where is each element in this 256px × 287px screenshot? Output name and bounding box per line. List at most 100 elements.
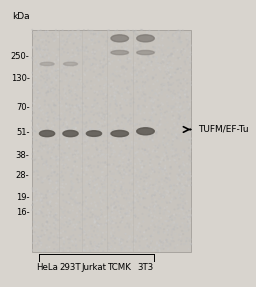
Point (177, 237, 181, 242)
Point (184, 79, 188, 83)
Point (52, 39, 56, 43)
Point (69, 104, 73, 108)
Point (80, 158, 84, 162)
Point (184, 87, 188, 92)
Point (78, 34, 82, 39)
Point (169, 232, 174, 237)
Point (130, 147, 134, 152)
Point (57, 147, 61, 151)
Point (132, 156, 136, 160)
Point (32, 215, 36, 219)
Point (170, 218, 174, 222)
Point (120, 37, 124, 41)
Point (141, 53, 145, 58)
Point (117, 153, 121, 158)
Point (181, 204, 185, 208)
Point (152, 230, 156, 235)
Point (105, 133, 109, 138)
Point (87, 179, 91, 183)
Point (117, 127, 121, 132)
Point (140, 165, 144, 169)
Point (105, 219, 109, 223)
Point (49, 53, 53, 58)
Point (106, 244, 110, 249)
Point (150, 135, 154, 139)
Point (153, 170, 157, 174)
Point (31, 74, 35, 78)
Point (155, 123, 159, 128)
Point (187, 40, 191, 45)
Ellipse shape (111, 130, 129, 137)
Point (139, 191, 143, 196)
Point (56, 156, 60, 161)
Point (40, 240, 44, 245)
Point (112, 158, 116, 163)
Point (93, 225, 97, 230)
Point (162, 64, 166, 69)
Point (52, 131, 57, 135)
Point (85, 69, 89, 73)
Point (143, 92, 147, 97)
Point (78, 72, 82, 77)
Point (34, 43, 38, 48)
Point (165, 141, 169, 146)
Point (137, 248, 141, 252)
Point (149, 36, 153, 40)
Point (41, 111, 45, 116)
Point (41, 144, 45, 148)
Point (186, 223, 190, 228)
Point (138, 181, 142, 185)
Point (162, 194, 166, 199)
Point (54, 28, 58, 32)
Point (94, 191, 98, 195)
Point (154, 178, 158, 183)
Point (62, 137, 66, 141)
Point (170, 238, 174, 243)
Point (34, 223, 38, 228)
Point (45, 111, 49, 116)
Point (58, 237, 62, 242)
Point (109, 46, 113, 51)
Point (170, 117, 174, 122)
Point (97, 223, 101, 228)
Point (85, 105, 89, 110)
Point (155, 149, 159, 154)
Point (39, 234, 43, 239)
Point (147, 205, 151, 210)
Point (155, 132, 159, 137)
Point (184, 132, 188, 137)
Point (85, 179, 89, 184)
Point (60, 170, 64, 174)
Point (101, 65, 105, 69)
Point (50, 164, 54, 169)
Point (167, 81, 171, 86)
Point (35, 46, 39, 51)
Point (126, 234, 131, 238)
Point (151, 169, 155, 174)
Point (185, 184, 189, 188)
Point (189, 241, 193, 246)
Point (175, 127, 179, 132)
Point (137, 96, 141, 101)
Point (65, 91, 69, 96)
Point (63, 137, 68, 141)
Point (146, 149, 150, 154)
Point (156, 47, 161, 51)
Point (123, 79, 127, 83)
Point (105, 162, 109, 167)
Point (57, 117, 61, 121)
Point (41, 158, 45, 162)
Point (137, 158, 141, 162)
Point (46, 166, 50, 171)
Point (147, 212, 151, 216)
Point (179, 238, 184, 242)
Point (180, 40, 184, 45)
Point (70, 98, 74, 102)
Point (53, 103, 57, 108)
Point (159, 205, 163, 210)
Point (97, 113, 101, 118)
Point (176, 84, 180, 88)
Point (129, 92, 133, 96)
Point (163, 193, 167, 197)
Point (97, 242, 101, 247)
